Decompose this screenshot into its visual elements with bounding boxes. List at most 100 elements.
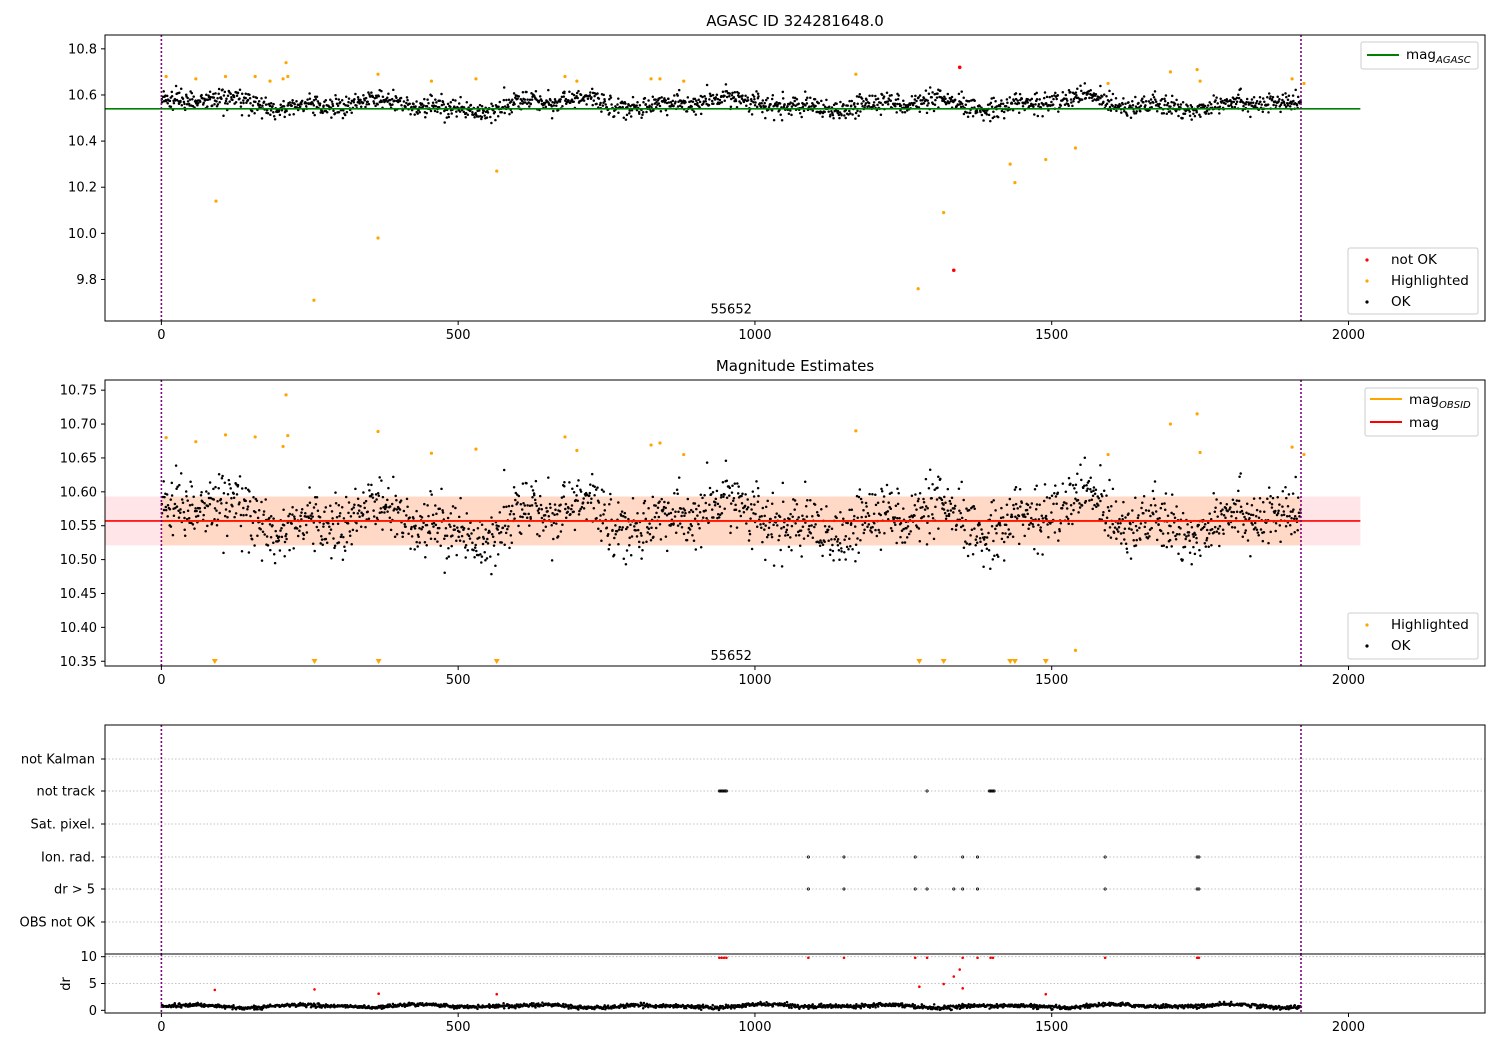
- ok-point: [526, 98, 529, 101]
- ok-point: [980, 528, 983, 531]
- ok-point: [435, 101, 438, 104]
- ok-point: [693, 517, 697, 520]
- ok-point: [559, 530, 563, 533]
- ok-point: [1074, 497, 1077, 501]
- ok-point: [684, 100, 687, 104]
- ok-point: [579, 1004, 582, 1008]
- ok-point: [1257, 516, 1261, 520]
- highlighted-point: [854, 72, 858, 76]
- ok-point: [723, 99, 726, 102]
- ok-point: [803, 480, 807, 484]
- ok-point: [1162, 112, 1166, 115]
- ok-point: [808, 524, 811, 528]
- ok-point: [179, 511, 182, 514]
- ok-point: [450, 544, 453, 548]
- ok-point: [355, 529, 359, 532]
- ok-point: [160, 100, 164, 104]
- ok-point: [490, 533, 494, 536]
- ok-point: [592, 507, 596, 510]
- ok-point: [959, 525, 963, 529]
- ok-point: [957, 487, 961, 491]
- ok-point: [476, 1007, 479, 1011]
- ok-point: [612, 115, 616, 118]
- ok-point: [354, 487, 357, 491]
- obsid-label: 55652: [711, 649, 752, 664]
- ok-point: [1268, 501, 1272, 504]
- ok-point: [1285, 102, 1289, 105]
- ok-point: [1278, 524, 1282, 527]
- ok-point: [886, 510, 890, 513]
- ok-point: [234, 101, 238, 104]
- ok-point: [698, 510, 702, 514]
- ok-point: [1050, 494, 1054, 497]
- ok-point: [642, 501, 646, 505]
- ok-point: [571, 487, 574, 491]
- ok-point: [1077, 100, 1080, 104]
- ok-point: [1134, 524, 1138, 528]
- ok-point: [965, 507, 968, 510]
- ok-point: [735, 105, 739, 109]
- ok-point: [934, 505, 937, 509]
- ok-point: [1292, 99, 1295, 103]
- ok-point: [280, 535, 284, 539]
- ok-point: [346, 522, 350, 525]
- ok-point: [708, 92, 712, 95]
- ok-point: [1243, 531, 1247, 535]
- ok-point: [792, 498, 795, 501]
- ok-point: [1245, 502, 1249, 506]
- ok-point: [723, 507, 726, 510]
- ok-point: [499, 530, 503, 534]
- ok-point: [311, 102, 314, 105]
- ok-point: [322, 104, 325, 108]
- ok-point: [577, 89, 580, 93]
- ok-point: [402, 100, 406, 103]
- ok-point: [568, 481, 571, 484]
- ok-point: [210, 521, 214, 525]
- ok-point: [1202, 525, 1206, 529]
- ok-point: [636, 512, 639, 515]
- ok-point: [1110, 505, 1113, 508]
- ok-point: [1192, 535, 1195, 538]
- ok-point: [292, 547, 295, 550]
- ok-point: [1079, 84, 1082, 88]
- ok-point: [568, 90, 571, 94]
- ok-point: [650, 526, 653, 530]
- ok-point: [576, 499, 579, 502]
- ok-point: [514, 1007, 517, 1010]
- highlighted-point: [649, 443, 653, 447]
- ok-point: [826, 530, 829, 534]
- ok-point: [591, 103, 594, 107]
- ok-point: [547, 88, 550, 92]
- ok-point: [262, 100, 266, 103]
- ok-point: [669, 100, 673, 104]
- ok-point: [272, 541, 275, 545]
- ok-point: [1195, 536, 1198, 540]
- ok-point: [269, 548, 272, 552]
- ok-point: [1031, 103, 1035, 106]
- ok-point: [464, 556, 467, 559]
- ok-point: [705, 461, 709, 464]
- ok-point: [994, 527, 997, 531]
- ok-point: [1160, 97, 1164, 101]
- ok-point: [1041, 115, 1044, 118]
- ok-point: [462, 526, 466, 530]
- ok-point: [745, 104, 748, 108]
- ok-point: [506, 103, 510, 106]
- ok-point: [199, 1002, 203, 1005]
- ok-point: [293, 515, 296, 518]
- ok-point: [655, 100, 658, 104]
- ok-point: [759, 523, 762, 526]
- ok-point: [1099, 499, 1102, 503]
- ok-point: [1033, 113, 1036, 116]
- x-tick-label: 1000: [738, 328, 771, 343]
- ok-point: [620, 514, 623, 517]
- ok-point: [1065, 502, 1068, 505]
- ok-point: [554, 99, 557, 103]
- ok-point: [840, 113, 843, 117]
- ok-point: [1280, 101, 1284, 105]
- ok-point: [869, 529, 872, 532]
- ok-point: [457, 515, 461, 519]
- ok-point: [915, 99, 918, 103]
- ok-point: [350, 542, 353, 546]
- ok-point: [1189, 103, 1193, 107]
